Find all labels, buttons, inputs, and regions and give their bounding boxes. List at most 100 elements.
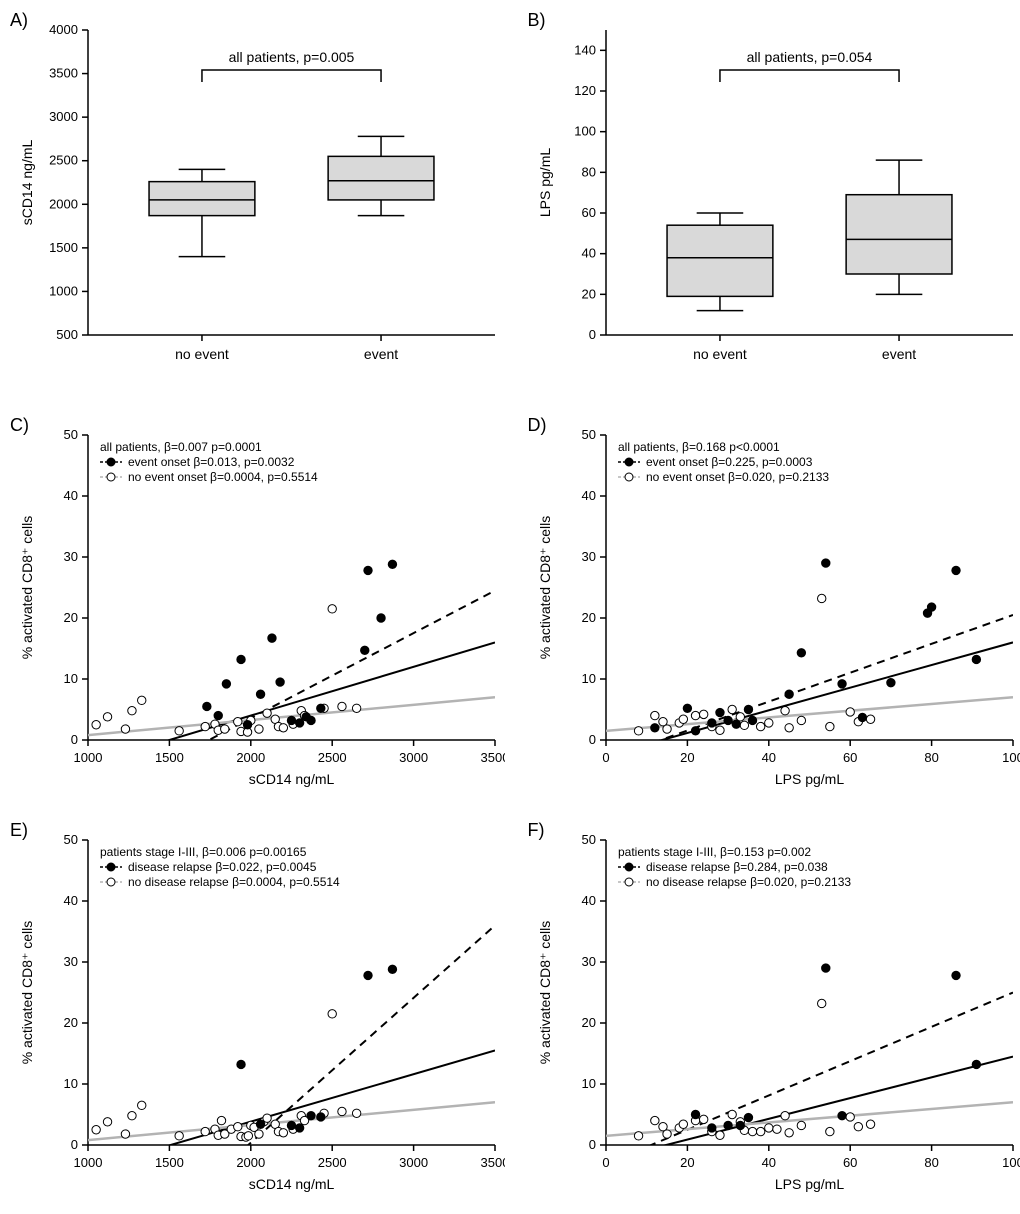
- svg-text:0: 0: [588, 1137, 595, 1152]
- panel-B-label: B): [528, 10, 546, 31]
- figure-grid: A) 5001000150020002500300035004000sCD14 …: [10, 10, 1020, 1200]
- svg-text:no event: no event: [693, 346, 747, 362]
- svg-text:80: 80: [924, 750, 938, 765]
- svg-text:80: 80: [581, 164, 595, 179]
- svg-text:1500: 1500: [49, 240, 78, 255]
- svg-text:40: 40: [761, 1155, 775, 1170]
- svg-text:1500: 1500: [155, 1155, 184, 1170]
- svg-text:20: 20: [64, 610, 78, 625]
- svg-text:20: 20: [581, 1015, 595, 1030]
- svg-text:30: 30: [581, 549, 595, 564]
- svg-text:3500: 3500: [481, 750, 505, 765]
- panel-A-label: A): [10, 10, 28, 31]
- svg-text:% activated CD8⁺ cells: % activated CD8⁺ cells: [537, 921, 553, 1065]
- svg-text:50: 50: [581, 832, 595, 847]
- svg-text:event: event: [364, 346, 398, 362]
- svg-text:40: 40: [581, 246, 595, 261]
- svg-text:3500: 3500: [49, 66, 78, 81]
- svg-text:event: event: [881, 346, 915, 362]
- svg-text:all patients, β=0.168 p<0.0001: all patients, β=0.168 p<0.0001: [618, 440, 780, 454]
- svg-text:no event onset β=0.0004, p=0.5: no event onset β=0.0004, p=0.5514: [128, 470, 318, 484]
- panel-F: F) 0 10 20 30 40 50 0 20 40 60 80 100 LPS pg/mL % act…: [528, 820, 1020, 1200]
- svg-text:disease relapse β=0.284, p=0.0: disease relapse β=0.284, p=0.038: [646, 860, 828, 874]
- svg-text:40: 40: [64, 488, 78, 503]
- svg-text:40: 40: [581, 893, 595, 908]
- svg-text:0: 0: [71, 732, 78, 747]
- svg-text:3000: 3000: [399, 1155, 428, 1170]
- svg-text:10: 10: [581, 671, 595, 686]
- svg-text:0: 0: [602, 1155, 609, 1170]
- svg-text:LPS pg/mL: LPS pg/mL: [537, 148, 553, 217]
- svg-text:60: 60: [581, 205, 595, 220]
- panel-E: E) 01020304050100015002000250030003500sC…: [10, 820, 513, 1200]
- svg-text:100: 100: [1002, 1155, 1020, 1170]
- svg-text:60: 60: [842, 750, 856, 765]
- svg-text:sCD14 ng/mL: sCD14 ng/mL: [249, 1176, 335, 1192]
- svg-text:140: 140: [574, 42, 596, 57]
- svg-text:3000: 3000: [399, 750, 428, 765]
- svg-text:4000: 4000: [49, 22, 78, 37]
- svg-text:100: 100: [574, 124, 596, 139]
- svg-text:LPS pg/mL: LPS pg/mL: [774, 771, 843, 787]
- svg-text:30: 30: [64, 954, 78, 969]
- svg-text:120: 120: [574, 83, 596, 98]
- panel-B-svg: 0 20 40 60 80 100 120 140 LPS pg/mL no event event…: [528, 10, 1020, 390]
- svg-text:disease relapse β=0.022, p=0.0: disease relapse β=0.022, p=0.0045: [128, 860, 317, 874]
- svg-text:% activated CD8⁺ cells: % activated CD8⁺ cells: [19, 921, 35, 1065]
- svg-text:0: 0: [588, 327, 595, 342]
- svg-text:% activated CD8⁺ cells: % activated CD8⁺ cells: [19, 516, 35, 660]
- panel-B: B) 0 20 40 60 80 100 120 140 LPS pg/mL no event ev…: [528, 10, 1020, 390]
- panel-C-svg: 01020304050100015002000250030003500sCD14…: [10, 415, 505, 795]
- svg-text:2500: 2500: [318, 750, 347, 765]
- panel-A: A) 500 1000 1500 2000 2500 3000 3500 4000 sCD14 …: [10, 10, 513, 390]
- panel-C-label: C): [10, 415, 29, 436]
- svg-text:50: 50: [64, 427, 78, 442]
- svg-text:20: 20: [581, 286, 595, 301]
- svg-text:2500: 2500: [318, 1155, 347, 1170]
- svg-text:20: 20: [581, 610, 595, 625]
- svg-text:3000: 3000: [49, 109, 78, 124]
- svg-text:100: 100: [1002, 750, 1020, 765]
- svg-text:sCD14 ng/mL: sCD14 ng/mL: [249, 771, 335, 787]
- svg-text:sCD14 ng/mL: sCD14 ng/mL: [19, 139, 35, 225]
- svg-text:no event onset β=0.020, p=0.21: no event onset β=0.020, p=0.2133: [646, 470, 829, 484]
- panel-A-svg: 500 1000 1500 2000 2500 3000 3500 4000 sCD14 ng/…: [10, 10, 505, 390]
- panel-F-label: F): [528, 820, 545, 841]
- svg-text:1000: 1000: [49, 283, 78, 298]
- svg-text:30: 30: [64, 549, 78, 564]
- svg-text:2000: 2000: [49, 196, 78, 211]
- svg-text:10: 10: [581, 1076, 595, 1091]
- svg-text:patients stage I-III, β=0.006: patients stage I-III, β=0.006 p=0.00165: [100, 845, 307, 859]
- svg-text:50: 50: [581, 427, 595, 442]
- svg-text:2000: 2000: [236, 1155, 265, 1170]
- svg-text:40: 40: [581, 488, 595, 503]
- svg-text:event onset β=0.225, p=0.0003: event onset β=0.225, p=0.0003: [646, 455, 813, 469]
- svg-text:event onset β=0.013, p=0.0032: event onset β=0.013, p=0.0032: [128, 455, 295, 469]
- svg-text:60: 60: [842, 1155, 856, 1170]
- svg-text:2500: 2500: [49, 153, 78, 168]
- svg-text:patients stage I-III, β=0.153: patients stage I-III, β=0.153 p=0.002: [618, 845, 811, 859]
- svg-text:2000: 2000: [236, 750, 265, 765]
- svg-text:no disease relapse β=0.0004, p: no disease relapse β=0.0004, p=0.5514: [128, 875, 340, 889]
- svg-text:500: 500: [56, 327, 78, 342]
- panel-E-svg: 01020304050100015002000250030003500sCD14…: [10, 820, 505, 1200]
- panel-F-svg: 0 10 20 30 40 50 0 20 40 60 80 100 LPS pg/mL % activa…: [528, 820, 1020, 1200]
- svg-text:80: 80: [924, 1155, 938, 1170]
- panel-D-label: D): [528, 415, 547, 436]
- svg-text:all patients, p=0.054: all patients, p=0.054: [746, 49, 872, 65]
- svg-text:3500: 3500: [481, 1155, 505, 1170]
- panel-D-svg: 01020304050020406080100LPS pg/mL% activa…: [528, 415, 1020, 795]
- svg-text:20: 20: [680, 1155, 694, 1170]
- svg-text:1000: 1000: [74, 750, 103, 765]
- svg-text:20: 20: [64, 1015, 78, 1030]
- svg-text:no event: no event: [175, 346, 229, 362]
- panel-E-label: E): [10, 820, 28, 841]
- svg-text:0: 0: [588, 732, 595, 747]
- svg-text:30: 30: [581, 954, 595, 969]
- svg-text:40: 40: [64, 893, 78, 908]
- svg-text:1500: 1500: [155, 750, 184, 765]
- svg-text:all patients, p=0.005: all patients, p=0.005: [229, 49, 355, 65]
- svg-text:0: 0: [71, 1137, 78, 1152]
- svg-text:LPS pg/mL: LPS pg/mL: [774, 1176, 843, 1192]
- svg-text:50: 50: [64, 832, 78, 847]
